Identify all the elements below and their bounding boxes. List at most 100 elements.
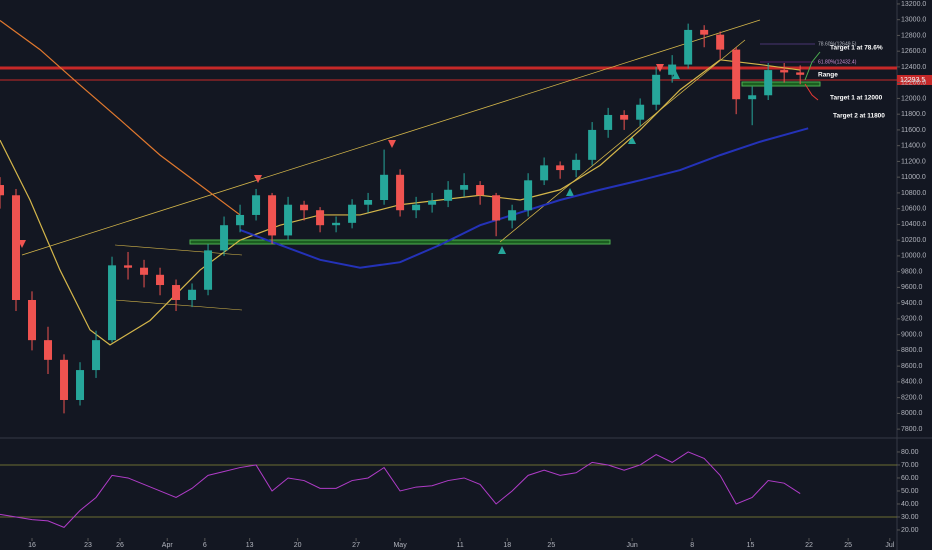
y-tick-label: 10400.0 xyxy=(901,221,926,228)
candle-body xyxy=(652,74,661,105)
y-tick-label: 11400.0 xyxy=(901,143,926,150)
x-tick-label: 15 xyxy=(747,542,755,549)
candle-body xyxy=(716,34,725,50)
channel-line xyxy=(114,244,243,256)
annotation: Target 1 at 78.6% xyxy=(830,45,883,52)
x-tick-label: Apr xyxy=(162,542,174,549)
buy-arrow xyxy=(566,188,574,196)
y-tick-label: 8000.0 xyxy=(901,410,923,417)
target-arrow xyxy=(804,83,819,101)
candle-body xyxy=(12,195,21,300)
y-tick-label: 12800.0 xyxy=(901,32,926,39)
y-tick-label: 12000.0 xyxy=(901,95,926,102)
y-tick-label: 12200.0 xyxy=(901,80,926,87)
y-tick-label: 40.00 xyxy=(901,501,919,508)
target-arrow xyxy=(804,51,821,81)
y-tick-label: 13000.0 xyxy=(901,17,926,24)
range-zone xyxy=(741,81,821,87)
y-tick-label: 9400.0 xyxy=(901,300,923,307)
candle-body xyxy=(108,265,117,341)
y-tick-label: 11200.0 xyxy=(901,158,926,165)
candle-body xyxy=(124,265,133,268)
candle-body xyxy=(140,267,149,275)
candle-body xyxy=(252,195,261,215)
candle-body xyxy=(412,204,421,211)
candle-body xyxy=(636,104,645,120)
candle-body xyxy=(172,285,181,300)
fib-label: 61.80%(12432.4) xyxy=(818,59,857,65)
y-tick-label: 50.00 xyxy=(901,488,919,495)
annotation: Range xyxy=(818,72,838,79)
candle-body xyxy=(220,225,229,251)
candle-body xyxy=(700,29,709,35)
candle-body xyxy=(156,274,165,286)
candle-body xyxy=(380,174,389,200)
candle-body xyxy=(44,340,53,360)
x-tick-label: 27 xyxy=(352,542,360,549)
y-tick-label: 70.00 xyxy=(901,462,919,469)
x-tick-label: 25 xyxy=(844,542,852,549)
candle-body xyxy=(236,214,245,226)
candle-body xyxy=(460,185,469,190)
candle-body xyxy=(732,49,741,100)
x-tick-label: 6 xyxy=(203,542,207,549)
x-tick-label: Jul xyxy=(885,542,894,549)
candle-body xyxy=(748,95,757,100)
candle-body xyxy=(428,200,437,205)
y-tick-label: 10800.0 xyxy=(901,190,926,197)
y-tick-label: 8400.0 xyxy=(901,379,923,386)
candle-body xyxy=(300,204,309,211)
y-tick-label: 60.00 xyxy=(901,475,919,482)
y-tick-label: 7800.0 xyxy=(901,426,923,433)
candle-body xyxy=(556,165,565,171)
annotation: Target 1 at 12000 xyxy=(830,95,883,102)
annotation: Target 2 at 11800 xyxy=(833,113,885,120)
x-tick-label: 25 xyxy=(547,542,555,549)
trendline xyxy=(21,19,761,256)
candle-body xyxy=(60,359,69,400)
candle-body xyxy=(284,204,293,236)
candle-body xyxy=(684,29,693,65)
candle-body xyxy=(92,340,101,371)
moving-average xyxy=(239,127,809,269)
candle-body xyxy=(348,204,357,223)
sell-arrow xyxy=(656,64,664,72)
candle-body xyxy=(204,250,213,290)
candle-body xyxy=(268,195,277,236)
candle-body xyxy=(396,174,405,211)
y-tick-label: 9600.0 xyxy=(901,284,923,291)
x-tick-label: 22 xyxy=(805,542,813,549)
y-tick-label: 8600.0 xyxy=(901,363,923,370)
candle-body xyxy=(668,64,677,75)
y-tick-label: 20.00 xyxy=(901,527,919,534)
x-tick-label: 23 xyxy=(84,542,92,549)
sell-arrow xyxy=(254,175,262,183)
candle-body xyxy=(188,289,197,300)
x-tick-label: 13 xyxy=(246,542,254,549)
y-tick-label: 11000.0 xyxy=(901,174,926,181)
candle-body xyxy=(492,195,501,221)
y-tick-label: 10000.0 xyxy=(901,253,926,260)
y-tick-label: 80.00 xyxy=(901,449,919,456)
moving-average xyxy=(0,59,801,346)
candle-body xyxy=(572,159,581,171)
channel-line xyxy=(114,299,243,311)
price-tag xyxy=(897,75,932,85)
y-tick-label: 9200.0 xyxy=(901,316,923,323)
trendline xyxy=(499,39,746,243)
candle-body xyxy=(508,210,517,221)
fib-label: 78.60%(12649.5) xyxy=(818,41,857,47)
candle-body xyxy=(28,299,37,341)
candle-body xyxy=(332,222,341,226)
y-tick-label: 30.00 xyxy=(901,514,919,521)
y-tick-label: 12600.0 xyxy=(901,48,926,55)
y-tick-label: 8800.0 xyxy=(901,347,923,354)
candle-body xyxy=(0,185,4,196)
y-tick-label: 11800.0 xyxy=(901,111,926,118)
candle-body xyxy=(316,210,325,226)
x-tick-label: 16 xyxy=(28,542,36,549)
candle-body xyxy=(524,180,533,211)
candle-body xyxy=(620,114,629,120)
candle-body xyxy=(764,70,773,96)
